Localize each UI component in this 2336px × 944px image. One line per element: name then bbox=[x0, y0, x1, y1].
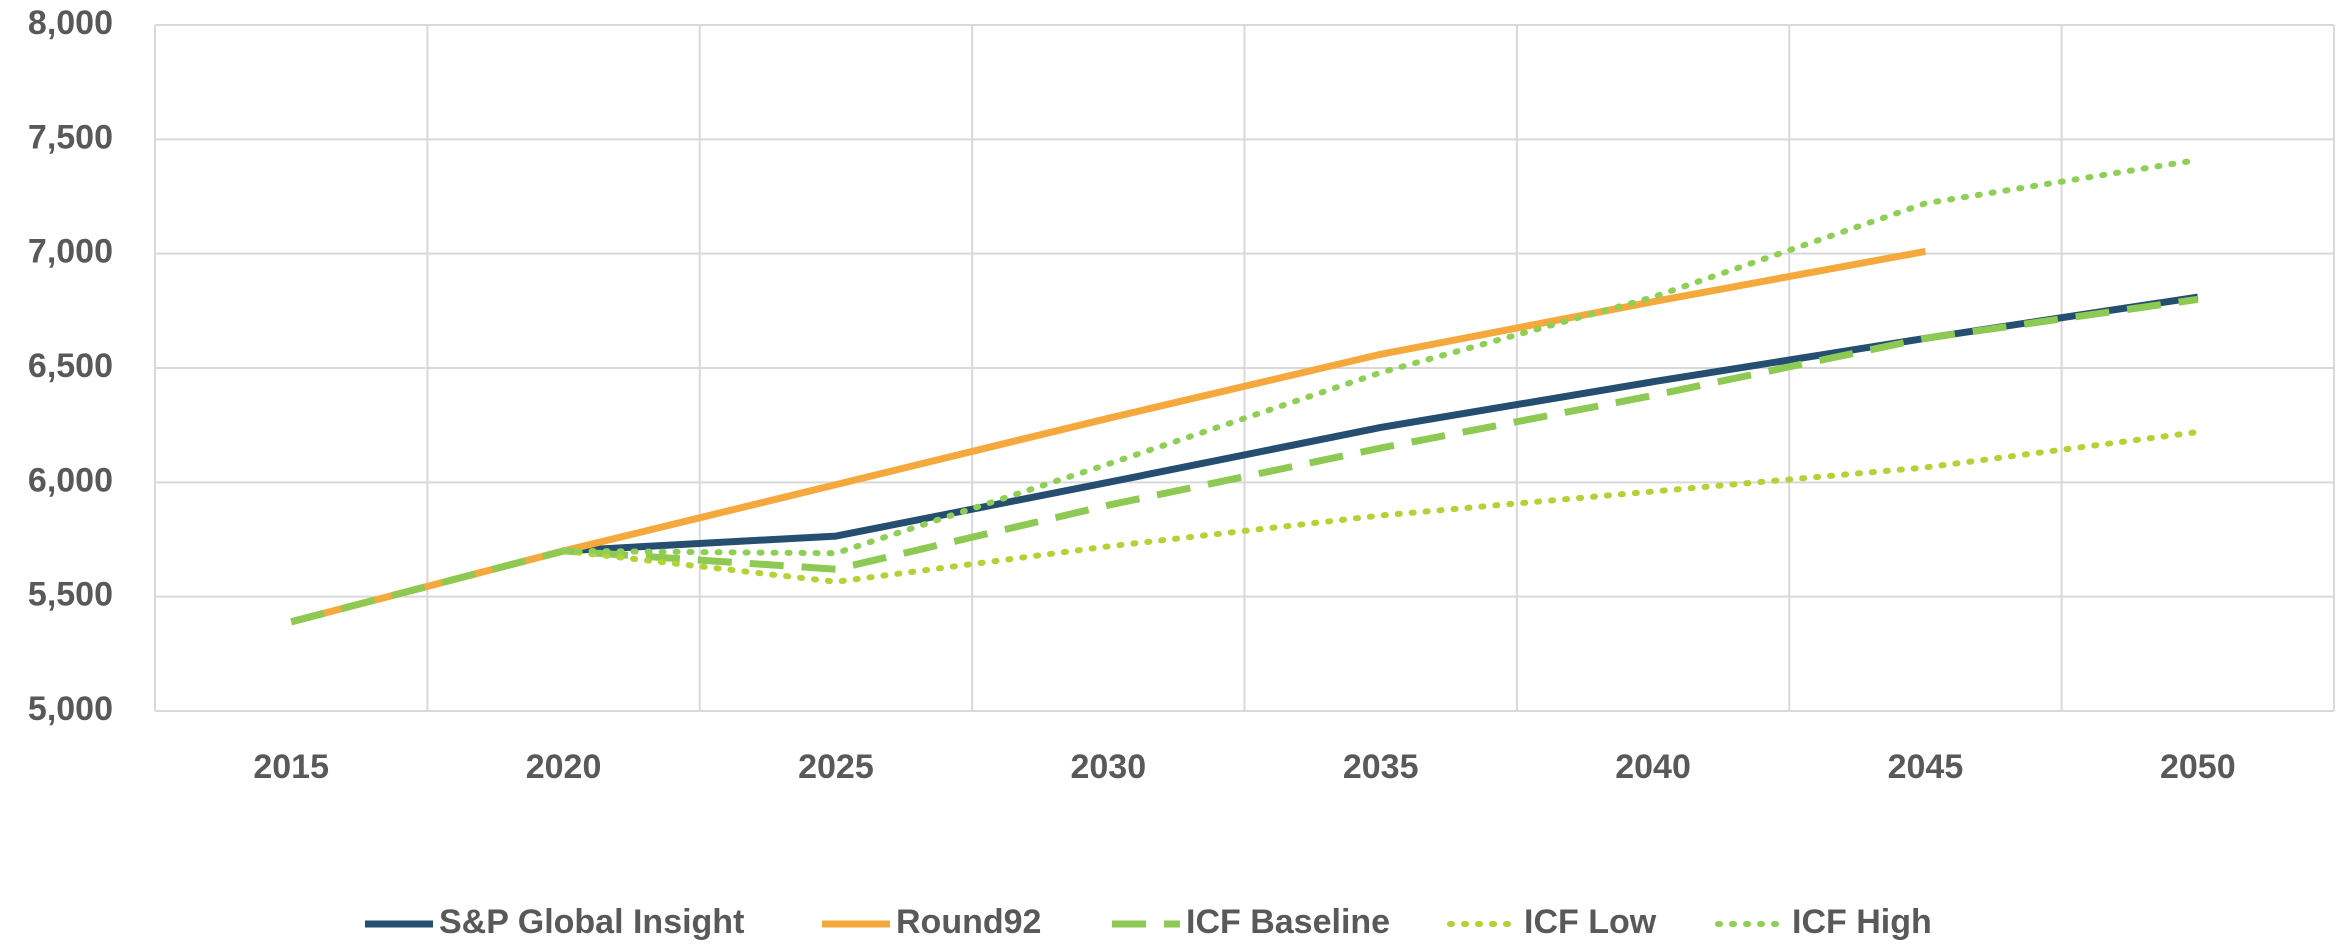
legend-label: S&P Global Insight bbox=[439, 903, 744, 941]
x-tick-label: 2050 bbox=[2160, 748, 2236, 786]
series-line bbox=[560, 429, 2201, 585]
legend-label: ICF Baseline bbox=[1186, 903, 1390, 941]
series-line bbox=[290, 247, 1927, 626]
x-tick-label: 2025 bbox=[798, 748, 874, 786]
y-tick-label: 6,500 bbox=[28, 347, 113, 385]
y-tick-label: 6,000 bbox=[28, 461, 113, 499]
x-tick-label: 2020 bbox=[526, 748, 602, 786]
x-tick-label: 2045 bbox=[1888, 748, 1964, 786]
y-tick-label: 7,000 bbox=[28, 233, 113, 271]
series-line bbox=[560, 156, 2201, 557]
y-tick-label: 8,000 bbox=[28, 4, 113, 42]
y-tick-label: 7,500 bbox=[28, 118, 113, 156]
y-tick-label: 5,500 bbox=[28, 576, 113, 614]
y-tick-label: 5,000 bbox=[28, 690, 113, 728]
x-tick-label: 2035 bbox=[1343, 748, 1419, 786]
x-tick-label: 2015 bbox=[253, 748, 329, 786]
legend-label: Round92 bbox=[896, 903, 1041, 941]
legend-label: ICF Low bbox=[1524, 903, 1657, 941]
x-tick-label: 2030 bbox=[1070, 748, 1146, 786]
x-tick-label: 2040 bbox=[1615, 748, 1691, 786]
legend-label: ICF High bbox=[1792, 903, 1932, 941]
